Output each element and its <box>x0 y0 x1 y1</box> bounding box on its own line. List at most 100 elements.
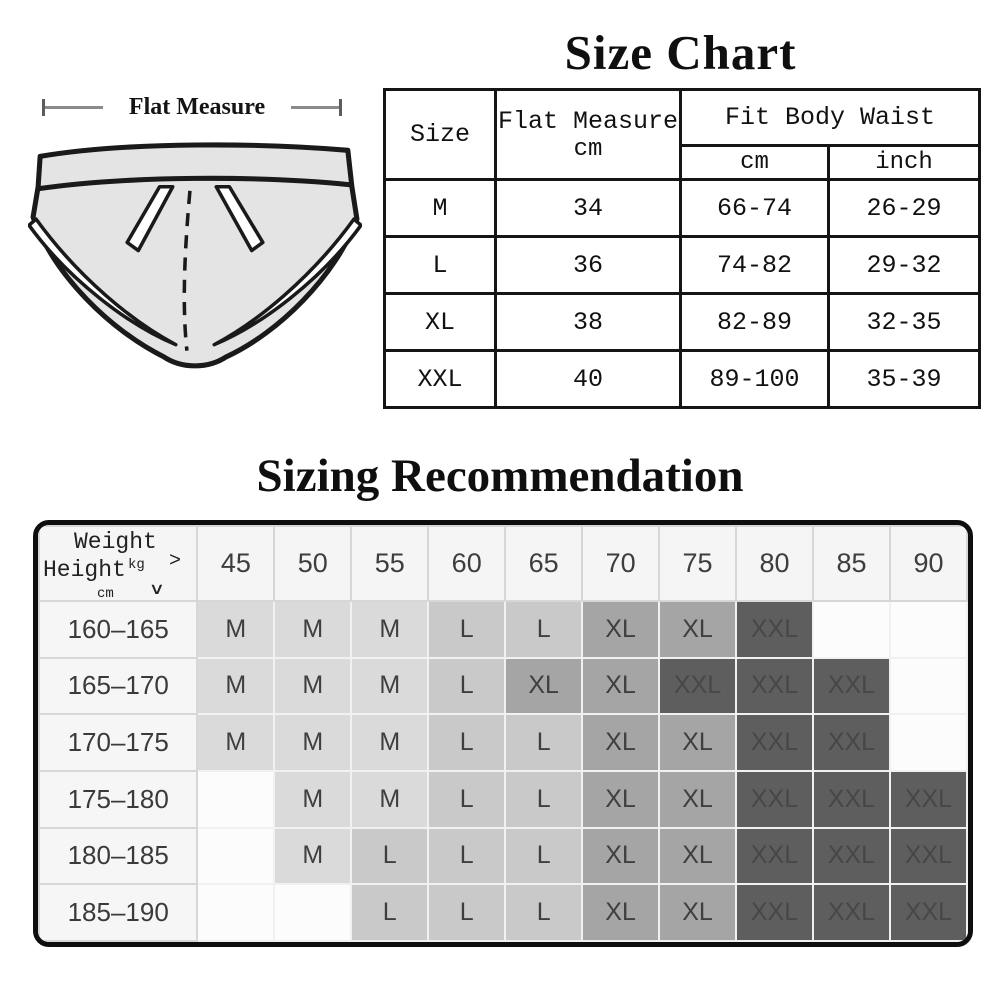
weight-header-cell: 55 <box>350 525 430 602</box>
empty-cell <box>888 600 968 659</box>
size-chart-row: XL 38 82-89 32-35 <box>383 292 982 352</box>
size-recommendation-cell: M <box>350 713 430 772</box>
size-recommendation-cell: XL <box>658 883 738 942</box>
matrix-tbody: 160–165 M M M L L XL XL XXL 165–170 M M M L XL XL XXL XXL… <box>38 600 968 942</box>
size-recommendation-cell: XXL <box>735 769 814 829</box>
empty-cell <box>888 656 968 716</box>
height-label-cell: 180–185 <box>38 826 199 886</box>
size-recommendation-cell: L <box>427 600 507 659</box>
size-recommendation-cell: XL <box>581 713 661 772</box>
size-recommendation-cell: XXL <box>735 826 814 886</box>
empty-cell <box>196 883 276 942</box>
weight-axis-label: Weight <box>74 529 157 555</box>
flat-measure-annotation: Flat Measure <box>42 94 342 120</box>
matrix-row: 165–170 M M M L XL XL XXL XXL XXL <box>38 656 968 716</box>
flat-measure-label: Flat Measure <box>128 93 266 120</box>
size-recommendation-cell: XL <box>581 600 661 659</box>
size-recommendation-cell: XXL <box>811 883 891 942</box>
size-recommendation-cell: XL <box>581 769 661 829</box>
weight-header-cell: 60 <box>427 525 507 602</box>
waist-inch-cell: 32-35 <box>826 292 982 352</box>
sizing-matrix-table: Weight kg > Height cm ∨ 45 50 55 60 65 70 75 80… <box>38 525 968 942</box>
size-recommendation-cell: XXL <box>735 656 814 716</box>
size-recommendation-cell: M <box>273 656 353 716</box>
measure-tick-right <box>339 98 342 116</box>
size-cell: XXL <box>383 349 497 409</box>
matrix-row: 185–190 L L L XL XL XXL XXL XXL <box>38 883 968 942</box>
size-recommendation-cell: XL <box>658 769 738 829</box>
waist-inch-cell: 29-32 <box>826 235 982 295</box>
waist-inch-cell: 35-39 <box>826 349 982 409</box>
size-recommendation-cell: L <box>350 883 430 942</box>
size-recommendation-cell: L <box>427 713 507 772</box>
empty-cell <box>273 883 353 942</box>
briefs-illustration <box>28 142 362 369</box>
size-chart-title: Size Chart <box>564 25 797 80</box>
size-recommendation-cell: L <box>350 826 430 886</box>
size-recommendation-cell: XXL <box>735 883 814 942</box>
height-label-cell: 185–190 <box>38 883 199 942</box>
height-label-cell: 175–180 <box>38 769 199 829</box>
weight-header-cell: 90 <box>888 525 968 602</box>
size-recommendation-cell: M <box>196 713 276 772</box>
empty-cell <box>888 713 968 772</box>
empty-cell <box>811 600 891 659</box>
height-label-cell: 170–175 <box>38 713 199 772</box>
size-recommendation-cell: L <box>504 883 584 942</box>
weight-header-cell: 85 <box>811 525 891 602</box>
size-recommendation-cell: XXL <box>811 826 891 886</box>
size-chart-row: M 34 66-74 26-29 <box>383 178 982 238</box>
size-chart-tbody: M 34 66-74 26-29 L 36 74-82 29-32 XL 38 82-89 32-35… <box>383 178 982 409</box>
size-recommendation-cell: M <box>350 769 430 829</box>
size-recommendation-cell: L <box>504 600 584 659</box>
weight-header-cell: 65 <box>504 525 584 602</box>
size-recommendation-cell: M <box>196 600 276 659</box>
matrix-row: 170–175 M M M L L XL XL XXL XXL <box>38 713 968 772</box>
weight-direction-arrow: > <box>169 550 182 573</box>
size-cell: XL <box>383 292 497 352</box>
size-recommendation-cell: XL <box>658 713 738 772</box>
height-label-cell: 160–165 <box>38 600 199 659</box>
size-recommendation-cell: M <box>273 769 353 829</box>
size-chart-row: XXL 40 89-100 35-39 <box>383 349 982 409</box>
size-recommendation-cell: M <box>273 826 353 886</box>
size-recommendation-cell: XL <box>504 656 584 716</box>
size-recommendation-cell: XL <box>581 883 661 942</box>
size-cell: M <box>383 178 497 238</box>
size-recommendation-cell: L <box>427 826 507 886</box>
size-recommendation-cell: XXL <box>888 826 968 886</box>
height-unit-label: cm <box>97 586 114 602</box>
size-recommendation-cell: M <box>350 656 430 716</box>
weight-header-cell: 50 <box>273 525 353 602</box>
flat-measure-cell: 36 <box>494 235 682 295</box>
height-direction-arrow: ∨ <box>149 581 165 599</box>
matrix-row: 160–165 M M M L L XL XL XXL <box>38 600 968 659</box>
waist-cm-cell: 89-100 <box>679 349 830 409</box>
size-recommendation-cell: XXL <box>735 713 814 772</box>
waist-inch-header: inch <box>826 144 982 181</box>
size-recommendation-cell: XXL <box>811 769 891 829</box>
size-recommendation-cell: XXL <box>811 656 891 716</box>
size-recommendation-cell: L <box>427 656 507 716</box>
matrix-row: 175–180 M M L L XL XL XXL XXL XXL <box>38 769 968 829</box>
size-recommendation-cell: XL <box>581 826 661 886</box>
measure-line-left <box>45 105 103 109</box>
size-recommendation-cell: M <box>350 600 430 659</box>
waist-cm-cell: 82-89 <box>679 292 830 352</box>
waist-cm-cell: 66-74 <box>679 178 830 238</box>
size-recommendation-cell: XL <box>658 600 738 659</box>
size-recommendation-cell: M <box>196 656 276 716</box>
size-recommendation-cell: XXL <box>658 656 738 716</box>
weight-header-cell: 75 <box>658 525 738 602</box>
flat-measure-cell: 40 <box>494 349 682 409</box>
size-chart-table: Size Flat Measure cm Fit Body Waist cm i… <box>383 88 982 409</box>
size-recommendation-cell: XL <box>581 656 661 716</box>
fit-body-waist-header: Fit Body Waist <box>678 88 982 147</box>
waist-cm-header: cm <box>679 144 830 181</box>
flat-measure-column-header: Flat Measure cm <box>494 88 682 181</box>
weight-header-cell: 80 <box>735 525 814 602</box>
size-recommendation-cell: XL <box>658 826 738 886</box>
size-recommendation-cell: L <box>504 826 584 886</box>
size-recommendation-cell: M <box>273 713 353 772</box>
